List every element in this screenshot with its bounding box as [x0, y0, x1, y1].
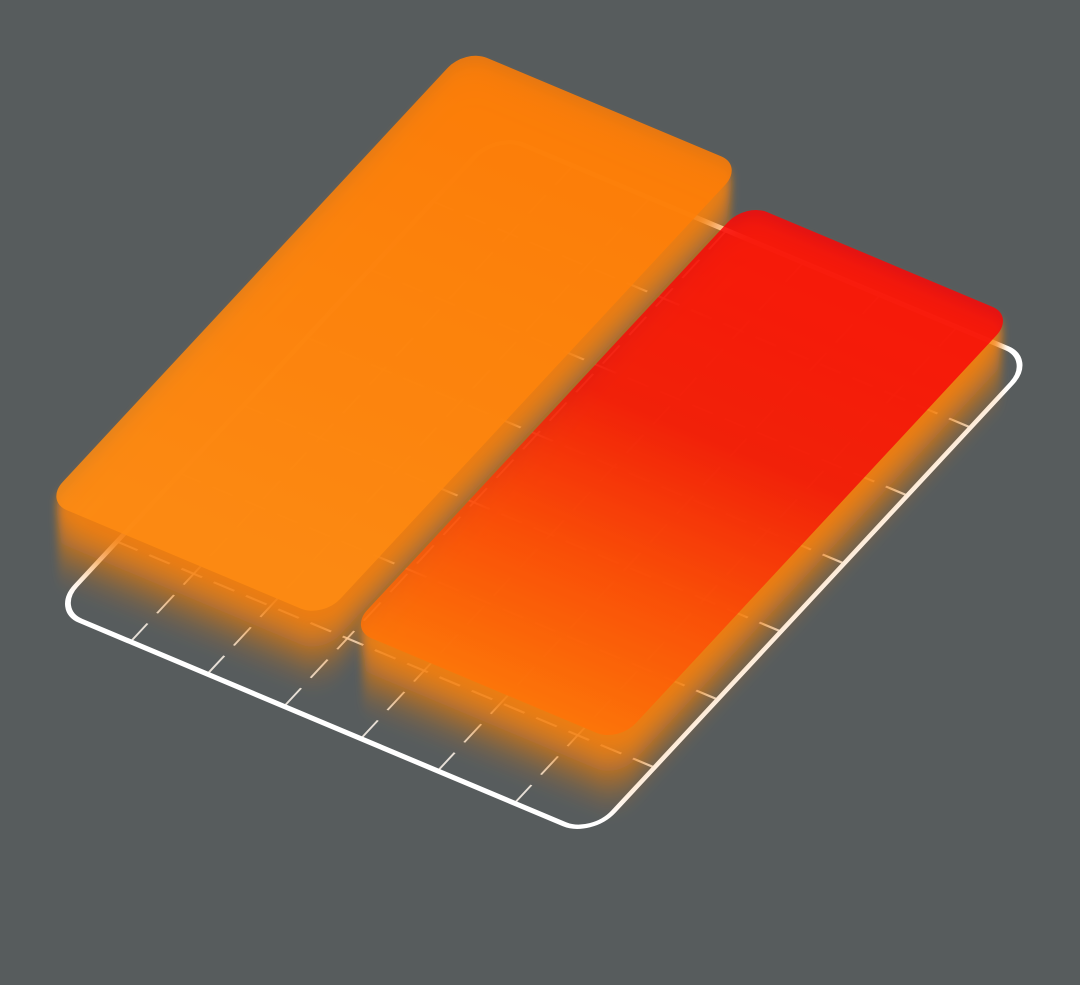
- scene-canvas: [44, 48, 1023, 829]
- scene-stage: [44, 48, 1023, 829]
